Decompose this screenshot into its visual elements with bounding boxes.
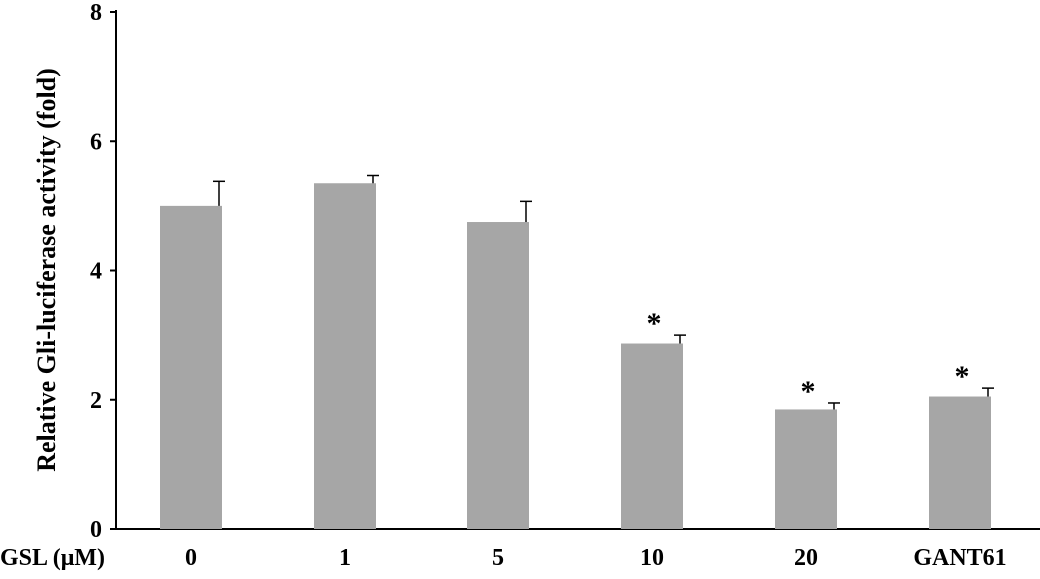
bar [314,183,376,529]
x-category-label: 5 [492,545,504,571]
error-bar [367,174,379,184]
x-category-label: GANT61 [913,545,1006,571]
error-bar [828,402,840,410]
y-tick-label: 6 [90,129,102,155]
bar [775,409,837,529]
error-bar [213,180,225,206]
x-category-label: 0 [185,545,197,571]
y-axis-title: Relative Gli-luciferase activity (fold) [32,68,61,472]
bar [621,343,683,529]
x-category-label: 20 [794,545,818,571]
x-axis-prefix-label: GSL (μM) [0,545,105,571]
significance-marker: * [801,375,816,408]
bar [467,222,529,529]
error-bar [674,334,686,344]
significance-marker: * [647,307,662,340]
y-tick-label: 0 [90,517,102,543]
error-bar [520,200,532,223]
y-tick-label: 8 [90,0,102,26]
y-tick-label: 4 [90,259,102,285]
bar [160,205,222,529]
bar [929,396,991,529]
y-tick-label: 2 [90,388,102,414]
x-category-label: 10 [640,545,664,571]
error-bar [982,387,994,397]
significance-marker: * [955,360,970,393]
x-category-label: 1 [339,545,351,571]
